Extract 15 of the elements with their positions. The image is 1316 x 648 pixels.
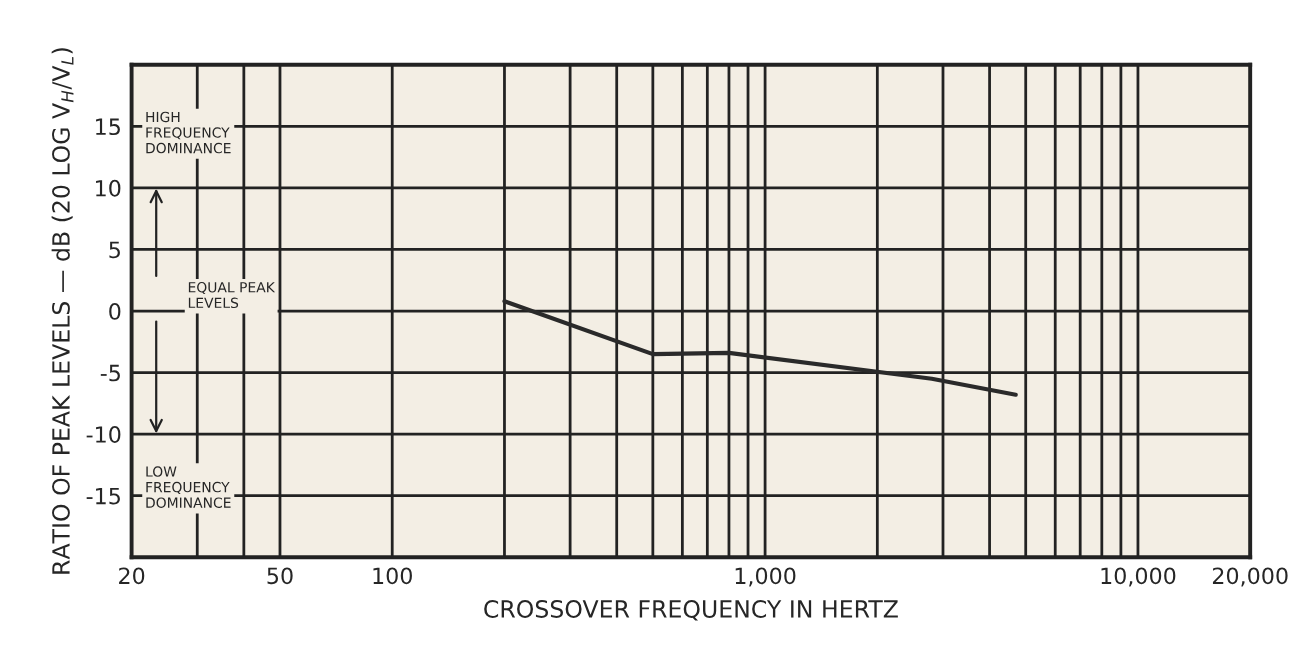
y-tick-label: -15 [86,487,120,505]
y-tick-label: -5 [100,364,120,382]
y-tick-label: 15 [96,118,120,136]
x-axis-title: CROSSOVER FREQUENCY IN HERTZ [484,600,898,621]
y-tick-label: 10 [96,179,121,197]
y-tick-label: 0 [109,302,121,320]
y-tick-label: -10 [86,426,121,443]
x-tick-label: 10,000 [1101,567,1176,587]
y-axis-title: RATIO OF PEAK LEVELS — dB (20 LOG V$_{H}$/V$_{L}$) [51,48,74,574]
x-tick-label: 20,000 [1212,567,1288,587]
x-tick-label: 50 [267,567,293,585]
x-tick-label: 20 [119,567,145,585]
x-tick-label: 100 [373,567,412,585]
y-tick-label: 5 [109,241,120,259]
x-tick-label: 1,000 [735,567,796,587]
